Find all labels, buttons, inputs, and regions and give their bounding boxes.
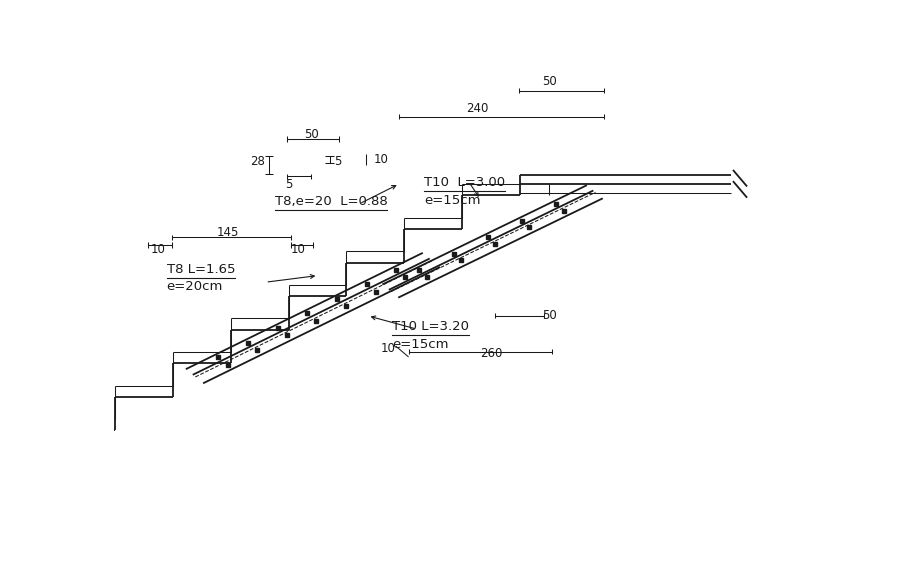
Text: T10  L=3.00: T10 L=3.00 [424,176,505,189]
Text: 50: 50 [542,74,557,88]
Text: e=15cm: e=15cm [424,194,480,207]
Text: 10: 10 [150,243,166,256]
Text: 240: 240 [467,102,489,116]
Text: 10: 10 [373,153,389,166]
Text: 10: 10 [290,243,306,256]
Text: e=15cm: e=15cm [392,338,449,351]
Text: 5: 5 [335,155,342,168]
Text: 50: 50 [542,309,557,322]
Text: 50: 50 [304,128,318,141]
Text: 5: 5 [285,178,292,191]
Text: T10 L=3.20: T10 L=3.20 [392,320,470,333]
Text: T8,e=20  L=0.88: T8,e=20 L=0.88 [275,195,388,208]
Text: 10: 10 [381,342,396,356]
Text: 28: 28 [250,155,265,168]
Text: 145: 145 [217,226,239,239]
Text: e=20cm: e=20cm [167,280,223,293]
Text: T8 L=1.65: T8 L=1.65 [167,263,235,276]
Text: 260: 260 [480,347,503,360]
